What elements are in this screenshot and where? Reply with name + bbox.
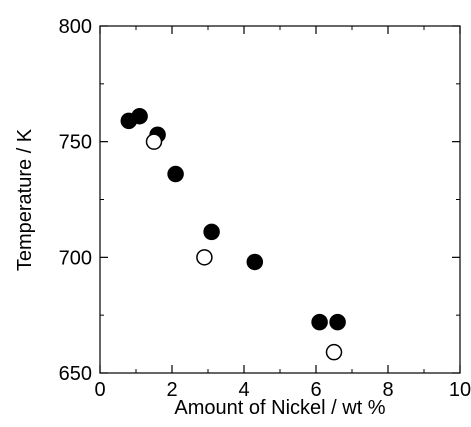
y-tick-label: 650 <box>59 363 92 385</box>
y-axis-title: Temperature / K <box>14 128 36 271</box>
y-tick-label: 700 <box>59 247 92 269</box>
x-axis-ticks <box>99 26 461 373</box>
open-data-point <box>325 343 343 361</box>
x-tick-label: 4 <box>238 379 249 401</box>
filled-data-point <box>329 313 346 331</box>
open-data-point <box>145 133 163 150</box>
filled-data-point <box>131 107 148 125</box>
filled-data-point <box>203 223 220 241</box>
y-tick-label: 750 <box>59 132 92 154</box>
x-tick-label: 8 <box>382 379 393 401</box>
x-tick-label: 10 <box>449 379 471 401</box>
y-axis-tick-labels: 650 700 750 800 <box>59 16 92 385</box>
x-tick-label: 0 <box>94 379 105 401</box>
filled-data-point <box>311 313 328 331</box>
x-tick-label: 2 <box>166 379 177 401</box>
plot-frame <box>99 25 461 374</box>
x-axis-tick-labels: 0 2 4 6 8 10 <box>94 379 471 401</box>
open-data-point <box>196 249 213 266</box>
x-tick-label: 6 <box>310 379 321 401</box>
filled-data-point <box>167 165 184 183</box>
x-axis-title: Amount of Nickel / wt % <box>174 397 385 419</box>
y-axis-ticks <box>100 25 460 374</box>
y-tick-label: 800 <box>59 16 92 38</box>
data-points <box>120 107 346 361</box>
filled-data-point <box>246 253 264 271</box>
